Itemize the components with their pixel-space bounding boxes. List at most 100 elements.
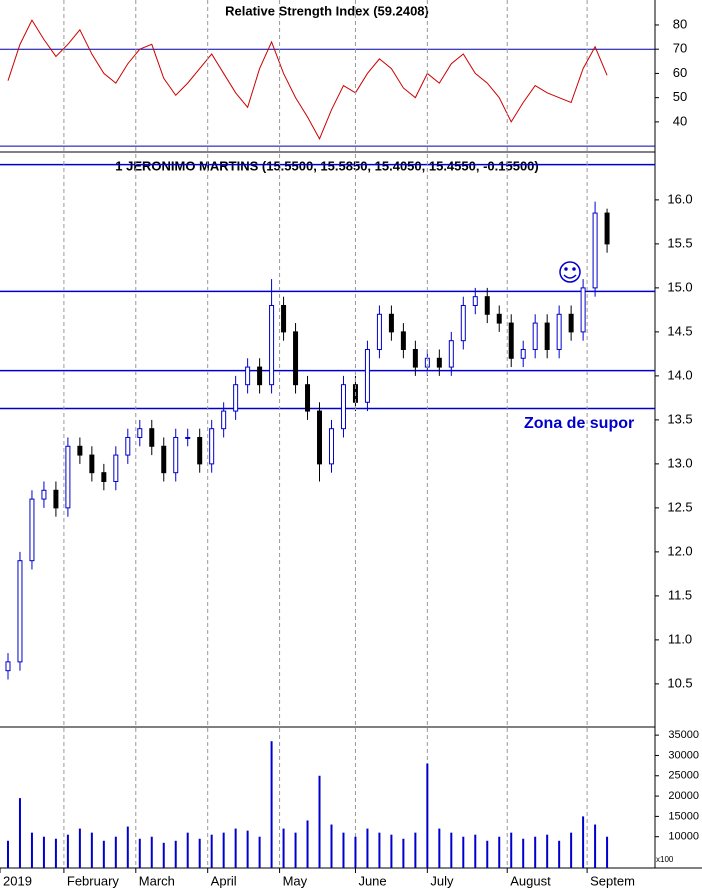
candle-body: [448, 340, 454, 368]
candle-body: [532, 322, 538, 350]
y-tick-label: 11.5: [668, 587, 692, 602]
candle-body: [125, 436, 131, 456]
volume-bar: [606, 836, 609, 868]
panel-title: 1 JERONIMO MARTINS (15.5500, 15.5850, 15…: [115, 158, 538, 173]
y-tick-label: 30000: [668, 749, 699, 761]
volume-bar: [114, 836, 117, 868]
candle-body: [149, 428, 155, 447]
candle-body: [233, 384, 239, 412]
candle-body: [328, 428, 334, 465]
volume-bar: [198, 838, 201, 868]
volume-bar: [510, 832, 513, 868]
candle-body: [5, 661, 11, 672]
y-tick-label: 40: [673, 113, 687, 128]
volume-bar: [174, 840, 177, 868]
volume-bar: [390, 834, 393, 868]
candle-body: [436, 357, 442, 368]
volume-bar: [42, 836, 45, 868]
volume-bar: [90, 832, 93, 868]
volume-bar: [18, 798, 21, 868]
x-tick-label: August: [510, 873, 551, 888]
candle-body: [484, 296, 490, 315]
volume-bar: [210, 834, 213, 868]
y-tick-label: 13.0: [667, 455, 692, 470]
candle-body: [53, 489, 59, 509]
candle-body: [604, 212, 610, 245]
volume-bar: [126, 826, 129, 868]
y-tick-label: 14.5: [667, 323, 692, 338]
x-tick-label: March: [139, 873, 175, 888]
volume-bar: [474, 834, 477, 868]
volume-bar: [330, 824, 333, 868]
volume-bar: [414, 832, 417, 868]
candle-body: [257, 366, 263, 386]
candle-body: [209, 428, 215, 465]
volume-bar: [234, 828, 237, 868]
candle-body: [400, 331, 406, 350]
rsi-line: [7, 19, 608, 141]
y-tick-label: 70: [673, 41, 687, 56]
candle-body: [17, 560, 23, 663]
y-tick-label: 15000: [668, 810, 699, 822]
volume-bar: [30, 832, 33, 868]
volume-bar: [138, 838, 141, 868]
candle-body: [101, 472, 107, 482]
candle-body: [305, 384, 311, 412]
candle-body: [544, 322, 550, 350]
candle-body: [472, 296, 478, 306]
candle-body: [340, 384, 346, 430]
volume-bar: [102, 840, 105, 868]
candle-body: [29, 498, 35, 562]
y-tick-label: 25000: [668, 770, 699, 782]
volume-bar: [534, 836, 537, 868]
volume-bar: [582, 816, 585, 868]
x-tick-label: June: [358, 873, 386, 888]
volume-bar: [426, 763, 429, 868]
volume-bar: [450, 832, 453, 868]
x-tick-label: February: [67, 873, 120, 888]
volume-bar: [366, 828, 369, 868]
volume-bar: [306, 820, 309, 868]
volume-bar: [246, 830, 249, 868]
candle-body: [221, 410, 227, 430]
volume-bar: [342, 832, 345, 868]
y-tick-label: 60: [673, 65, 687, 80]
volume-bar: [354, 836, 357, 868]
x-tick-label: May: [283, 873, 308, 888]
volume-bar: [6, 840, 9, 868]
volume-bar: [546, 834, 549, 868]
candle-body: [137, 428, 143, 438]
candle-body: [496, 313, 502, 324]
panel-title: Relative Strength Index (59.2408): [225, 3, 429, 18]
volume-bar: [222, 832, 225, 868]
volume-bar: [402, 838, 405, 868]
candle-body: [508, 322, 514, 359]
candle-body: [592, 212, 598, 289]
volume-bar: [522, 838, 525, 868]
volume-bar: [294, 832, 297, 868]
volume-bar: [162, 842, 165, 868]
candle-body: [245, 366, 251, 386]
y-tick-label: 11.0: [668, 631, 692, 646]
candle-body: [197, 436, 203, 465]
candle-body: [161, 445, 167, 474]
candle-body: [388, 313, 394, 333]
candle-body: [269, 304, 275, 386]
volume-bar: [318, 775, 321, 868]
candle-body: [412, 348, 418, 368]
volume-bar: [498, 836, 501, 868]
candle-body: [364, 348, 370, 403]
x-tick-label: April: [211, 873, 237, 888]
candle-body: [185, 436, 191, 439]
volume-bar: [186, 832, 189, 868]
candle-body: [173, 436, 179, 474]
candle-body: [293, 331, 299, 386]
x-tick-label: July: [430, 873, 454, 888]
y-tick-label: 16.0: [667, 191, 692, 206]
volume-bar: [54, 838, 57, 868]
candle-body: [65, 445, 71, 509]
candle-body: [113, 454, 119, 482]
volume-bar: [66, 834, 69, 868]
volume-bar: [378, 832, 381, 868]
x-tick-label: 2019: [3, 873, 32, 888]
